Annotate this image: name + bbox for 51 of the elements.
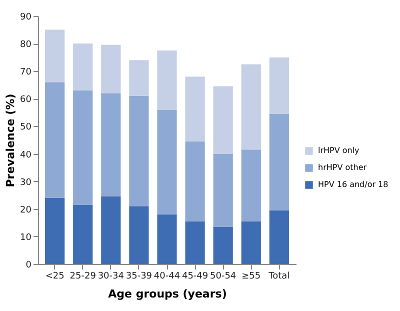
x-tick-label: 45-49 [182, 272, 208, 282]
bar [73, 90, 93, 205]
x-tick-label: 40-44 [154, 272, 180, 282]
bar [213, 154, 233, 227]
x-tick-label: 50-54 [210, 272, 236, 282]
y-tick-label: 40 [20, 150, 32, 160]
bar [101, 44, 121, 94]
bar [269, 210, 289, 264]
bar [213, 86, 233, 154]
bar [185, 141, 205, 222]
x-tick-label: 25-29 [70, 272, 96, 282]
bar [185, 221, 205, 264]
y-axis-title: Prevalence (%) [4, 94, 18, 188]
bar [269, 57, 289, 114]
x-tick-label: ≥55 [242, 272, 261, 282]
bar [129, 60, 149, 96]
y-tick-label: 80 [20, 40, 32, 50]
y-tick-label: 70 [20, 68, 32, 78]
y-tick-label: 10 [20, 232, 32, 243]
y-tick-label: 30 [20, 178, 32, 188]
bar [73, 204, 93, 264]
y-tick-label: 90 [20, 12, 32, 22]
bar [45, 82, 65, 198]
bar [129, 206, 149, 264]
x-axis-title: Age groups (years) [108, 288, 227, 300]
bar [157, 50, 177, 110]
legend-label: hrHPV other [318, 163, 368, 172]
bar [157, 110, 177, 214]
bar [45, 30, 65, 82]
bar [157, 214, 177, 264]
bar [241, 64, 261, 150]
bar [241, 221, 261, 264]
legend-label: lrHPV only [318, 146, 360, 155]
bar [129, 96, 149, 206]
x-tick-label: <25 [45, 272, 64, 282]
bar [101, 196, 121, 264]
y-tick-label: 0 [26, 260, 32, 270]
x-tick-label: 30-34 [98, 272, 124, 282]
y-tick-label: 50 [20, 122, 32, 133]
bar [213, 226, 233, 264]
y-tick-label: 60 [20, 95, 32, 106]
bar [241, 150, 261, 222]
legend-label: HPV 16 and/or 18 [318, 180, 388, 189]
bar [101, 93, 121, 196]
y-tick-label: 20 [20, 205, 32, 216]
bar [73, 44, 93, 90]
bar [269, 114, 289, 210]
x-tick-label: 35-39 [126, 272, 152, 282]
bar [45, 198, 65, 264]
x-tick-label: Total [268, 272, 290, 282]
bar [185, 76, 205, 142]
